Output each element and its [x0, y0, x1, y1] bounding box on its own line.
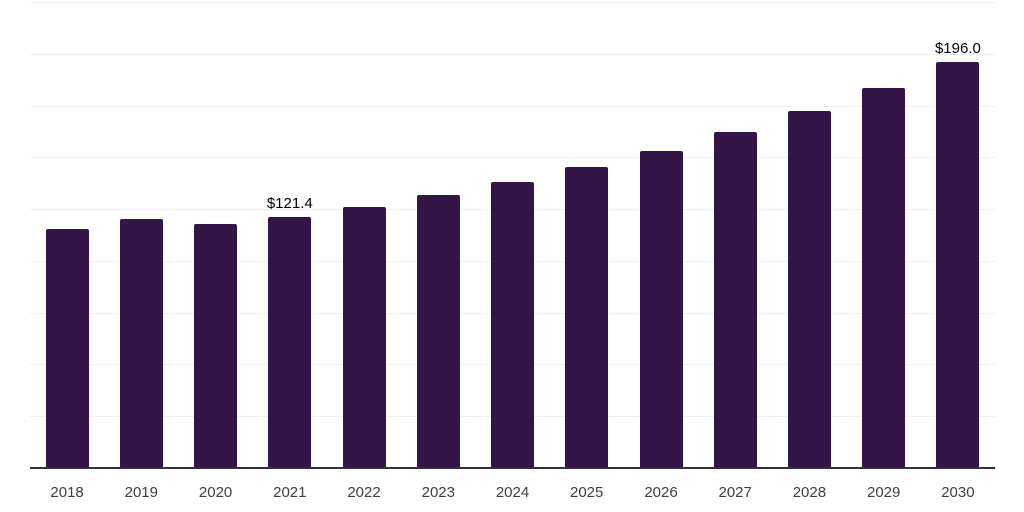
x-tick-label-2020: 2020 [198, 484, 233, 501]
bar-2019 [119, 219, 163, 468]
x-tick-label-2025: 2025 [570, 484, 604, 501]
gridline [30, 2, 995, 3]
bar-2024 [491, 182, 534, 468]
x-tick-label-2021: 2021 [273, 484, 307, 501]
bar-2025 [565, 167, 609, 468]
x-tick-label-2027: 2027 [718, 484, 752, 501]
bar-2029 [862, 88, 906, 468]
bar-2021 [268, 216, 312, 468]
x-tick-label-2028: 2028 [792, 484, 827, 501]
bar-2028 [787, 111, 831, 468]
bar-2030 [936, 62, 980, 468]
x-tick-label-2022: 2022 [347, 484, 381, 501]
gridline [30, 105, 995, 107]
x-tick-label-2023: 2023 [421, 484, 455, 501]
bar-2026 [639, 151, 683, 468]
bar-2023 [416, 195, 460, 468]
bar-2022 [342, 207, 386, 468]
gridline [30, 157, 995, 159]
gridline [30, 53, 995, 55]
x-tick-label-2030: 2030 [941, 484, 975, 501]
x-tick-label-2029: 2029 [867, 484, 901, 501]
bar-2018 [45, 229, 89, 468]
x-axis-line [30, 467, 995, 469]
x-tick-label-2024: 2024 [495, 484, 530, 501]
value-label-2021: $121.4 [266, 194, 313, 212]
value-label-2030: $196.0 [934, 40, 981, 58]
x-tick-label-2019: 2019 [124, 484, 158, 501]
x-tick-label-2018: 2018 [50, 484, 84, 501]
x-tick-label-2026: 2026 [644, 484, 678, 501]
bar-2020 [194, 224, 238, 468]
bar-2027 [713, 132, 757, 468]
